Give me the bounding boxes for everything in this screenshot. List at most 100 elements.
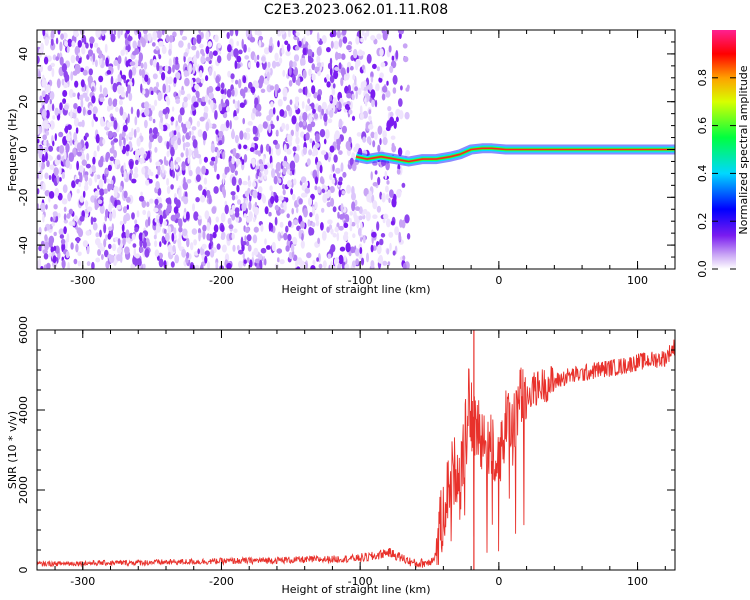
noise-cell [370,131,375,139]
noise-cell [150,105,156,111]
noise-cell [147,216,151,227]
noise-cell [322,193,328,203]
noise-cell [278,195,284,201]
noise-cell [304,86,308,96]
noise-cell [114,199,118,208]
noise-cell [323,138,327,145]
noise-cell [231,194,236,201]
noise-cell [393,120,397,129]
noise-cell [197,129,203,138]
noise-cell [352,48,358,59]
noise-cell [402,262,407,269]
noise-cell [389,242,392,252]
noise-cell [132,243,137,248]
noise-cell [404,111,410,120]
colorbar-tick-label: 0.4 [696,165,709,183]
noise-cell [148,116,153,122]
noise-cell [45,94,50,101]
noise-cell [286,104,291,112]
noise-cell [42,182,46,192]
noise-cell [37,188,40,195]
noise-cell [383,213,389,220]
noise-cell [389,189,394,198]
noise-cell [311,63,316,71]
noise-cell [254,81,259,89]
noise-cell [286,168,291,175]
noise-cell [321,35,327,44]
noise-cell [248,201,252,211]
noise-cell [82,190,86,198]
noise-cell [263,47,270,55]
noise-cell [48,235,55,245]
noise-cell [134,166,139,174]
noise-cell [274,204,279,211]
noise-cell [137,40,141,48]
noise-cell [292,74,296,83]
noise-cell [49,120,55,130]
noise-cell [198,232,201,242]
noise-cell [340,77,344,87]
noise-cell [285,197,289,203]
noise-cell [177,114,183,123]
noise-cell [58,228,64,236]
noise-cell [301,101,305,109]
noise-cell [37,144,40,154]
noise-cell [73,131,77,142]
noise-cell [63,226,67,235]
noise-cell [211,206,217,214]
noise-cell [247,244,252,252]
noise-cell [306,252,312,259]
noise-cell [398,110,404,120]
noise-cell [226,52,232,62]
noise-cell [165,232,170,242]
noise-cell [313,91,318,99]
noise-cell [316,94,322,101]
noise-cell [70,54,76,64]
noise-cell [54,133,57,142]
noise-cell [40,266,44,269]
noise-cell [110,116,115,122]
noise-cell [334,66,340,72]
noise-cell [282,189,286,196]
y-tick-label: -20 [17,188,30,206]
noise-cell [329,173,333,181]
noise-cell [174,61,180,71]
noise-cell [167,76,173,85]
noise-cell [103,188,108,194]
noise-cell [170,116,175,122]
noise-cell [371,99,375,108]
noise-cell [119,99,123,106]
noise-cell [168,35,174,43]
colorbar-tick-label: 0.8 [696,69,709,87]
noise-cell [215,129,219,135]
noise-cell [202,130,208,141]
noise-cell [49,91,55,100]
noise-cell [225,119,230,129]
noise-cell [329,186,335,193]
noise-cell [268,108,274,118]
noise-cell [38,149,43,160]
noise-cell [297,77,301,87]
noise-cell [38,226,42,236]
noise-cell [54,187,60,197]
noise-cell [84,171,89,177]
noise-cell [171,106,175,112]
noise-cell [362,208,368,215]
noise-cell [285,123,290,131]
noise-cell [204,255,208,264]
noise-cell [40,162,46,170]
y-tick-label: 2000 [17,476,30,504]
noise-cell [382,260,388,266]
noise-cell [220,224,225,233]
noise-cell [244,235,247,242]
noise-cell [215,261,219,269]
noise-cell [197,248,200,255]
noise-cell [123,190,128,199]
noise-cell [218,50,222,55]
noise-cell [67,192,72,202]
noise-cell [191,228,198,235]
noise-cell [258,186,263,194]
noise-cell [230,73,235,80]
noise-cell [122,237,126,246]
